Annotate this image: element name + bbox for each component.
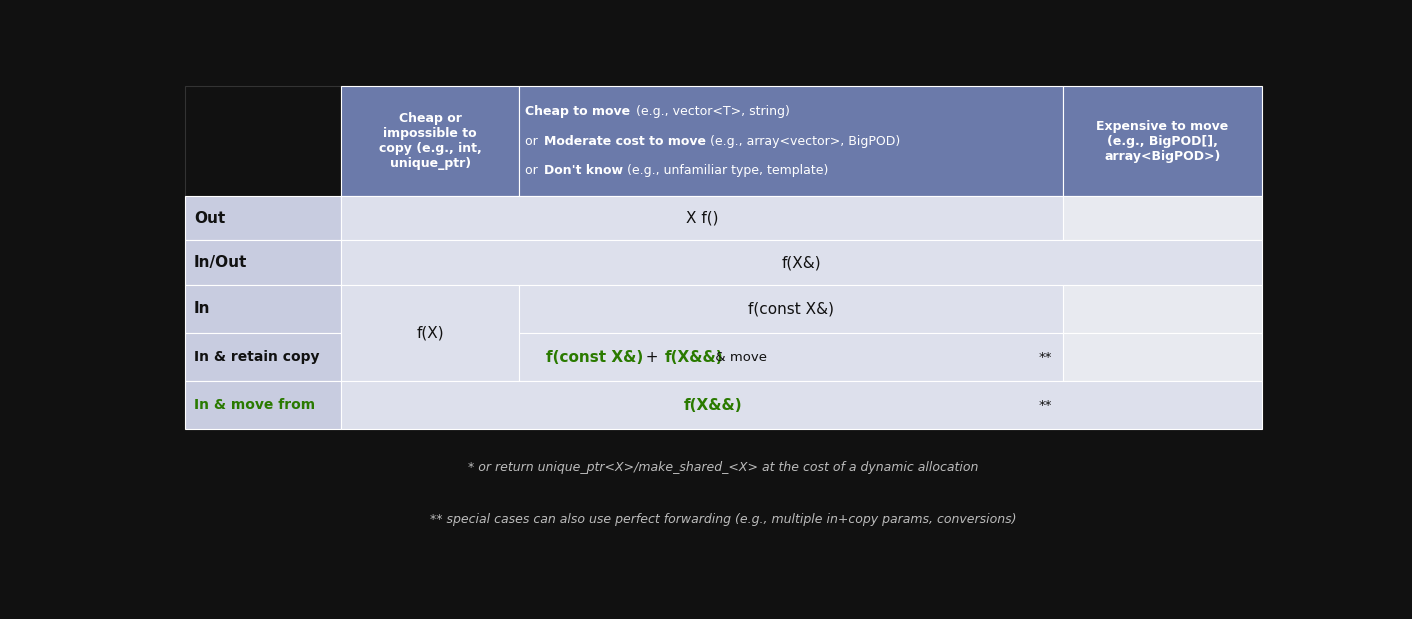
Bar: [342, 86, 520, 196]
Text: ** special cases can also use perfect forwarding (e.g., multiple in+copy params,: ** special cases can also use perfect fo…: [431, 513, 1017, 526]
Bar: [342, 381, 1262, 430]
Text: **: **: [1039, 350, 1052, 363]
Bar: [185, 333, 342, 381]
Text: f(X&): f(X&): [782, 255, 822, 270]
Bar: [185, 196, 342, 240]
Text: f(X&&): f(X&&): [665, 350, 723, 365]
Bar: [520, 333, 1063, 381]
Bar: [342, 240, 1262, 285]
Bar: [342, 196, 1063, 240]
Bar: [520, 86, 1063, 196]
Text: (e.g., array<vector>, BigPOD): (e.g., array<vector>, BigPOD): [706, 135, 901, 148]
Bar: [1063, 86, 1262, 196]
Text: or: or: [524, 164, 541, 177]
Text: & move: & move: [710, 350, 767, 363]
Text: Out: Out: [193, 210, 226, 226]
Bar: [520, 285, 1063, 333]
Bar: [185, 285, 342, 333]
Text: In & move from: In & move from: [193, 398, 315, 412]
Text: **: **: [1039, 399, 1052, 412]
Bar: [185, 86, 342, 196]
Text: Cheap or
impossible to
copy (e.g., int,
unique_ptr): Cheap or impossible to copy (e.g., int, …: [378, 112, 481, 170]
Bar: [1063, 285, 1262, 333]
Text: f(const X&): f(const X&): [546, 350, 644, 365]
Text: f(X): f(X): [417, 326, 443, 340]
Text: X f(): X f(): [686, 210, 719, 226]
Text: Expensive to move
(e.g., BigPOD[],
array<BigPOD>): Expensive to move (e.g., BigPOD[], array…: [1096, 119, 1228, 163]
Text: Don't know: Don't know: [544, 164, 623, 177]
Text: f(const X&): f(const X&): [748, 301, 834, 316]
Bar: [185, 240, 342, 285]
Text: +: +: [637, 350, 668, 365]
Text: Cheap to move: Cheap to move: [524, 105, 630, 118]
Text: In & retain copy: In & retain copy: [193, 350, 319, 364]
Bar: [185, 381, 342, 430]
Text: (e.g., unfamiliar type, template): (e.g., unfamiliar type, template): [623, 164, 829, 177]
Text: In/Out: In/Out: [193, 255, 247, 270]
Bar: [342, 285, 520, 381]
Text: or: or: [524, 135, 541, 148]
Bar: [1063, 196, 1262, 240]
Text: In: In: [193, 301, 210, 316]
Bar: [1063, 333, 1262, 381]
Text: f(X&&): f(X&&): [683, 398, 743, 413]
Text: (e.g., vector<T>, string): (e.g., vector<T>, string): [631, 105, 789, 118]
Text: * or return unique_ptr<X>/make_shared_<X> at the cost of a dynamic allocation: * or return unique_ptr<X>/make_shared_<X…: [469, 461, 979, 474]
Text: Moderate cost to move: Moderate cost to move: [544, 135, 706, 148]
